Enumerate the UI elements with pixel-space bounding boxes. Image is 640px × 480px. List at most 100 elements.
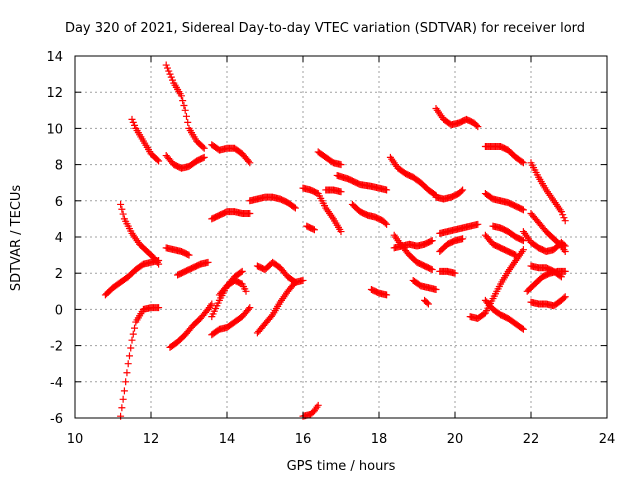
x-tick-label: 16 <box>295 432 312 447</box>
data-point <box>118 404 126 412</box>
data-point <box>511 250 519 258</box>
x-tick-label: 12 <box>143 432 160 447</box>
data-track <box>409 276 440 293</box>
data-point <box>199 154 207 162</box>
data-point <box>473 121 481 129</box>
data-point <box>267 312 275 320</box>
data-track <box>386 153 440 199</box>
data-track <box>333 171 391 194</box>
x-tick-label: 20 <box>447 432 464 447</box>
data-track <box>527 262 565 281</box>
y-tick-label: 12 <box>46 86 63 101</box>
data-track <box>527 293 569 310</box>
data-point <box>128 336 136 344</box>
data-point <box>561 293 569 301</box>
data-point <box>177 92 185 100</box>
data-point <box>124 360 132 368</box>
y-tick-label: 6 <box>55 195 63 210</box>
data-point <box>120 387 128 395</box>
data-point <box>519 246 527 254</box>
data-track <box>101 257 163 299</box>
data-track <box>481 231 520 259</box>
data-point <box>381 219 389 227</box>
data-point <box>519 206 527 214</box>
data-point <box>451 269 459 277</box>
data-point <box>153 156 161 164</box>
data-point <box>556 272 564 280</box>
data-point <box>428 266 436 274</box>
x-tick-label: 18 <box>371 432 388 447</box>
data-point <box>208 300 216 308</box>
data-point <box>125 352 133 360</box>
y-tick-label: 0 <box>55 303 63 318</box>
y-axis-label: SDTVAR / TECUs <box>9 185 24 292</box>
data-point <box>557 273 565 281</box>
data-point <box>180 101 188 109</box>
data-point <box>560 214 568 222</box>
data-point <box>184 250 192 258</box>
data-point <box>199 143 207 151</box>
x-tick-label: 10 <box>67 432 84 447</box>
data-point <box>179 97 187 105</box>
data-track <box>466 246 527 322</box>
data-point <box>561 217 569 225</box>
data-point <box>560 294 568 302</box>
data-point <box>424 300 432 308</box>
data-point <box>165 67 173 75</box>
data-point <box>459 235 467 243</box>
data-point <box>309 225 317 233</box>
data-point <box>299 276 307 284</box>
data-track <box>322 186 345 196</box>
data-track <box>436 220 482 237</box>
data-track <box>162 61 208 152</box>
data-track <box>208 141 254 167</box>
data-point <box>127 344 135 352</box>
data-point <box>427 265 435 273</box>
data-track <box>303 222 318 234</box>
data-track <box>432 186 467 203</box>
data-point <box>290 203 298 211</box>
data-point <box>337 228 345 236</box>
data-track <box>208 304 254 339</box>
x-tick-label: 24 <box>599 432 616 447</box>
data-point <box>519 237 527 245</box>
data-point <box>129 118 137 126</box>
data-point <box>383 220 391 228</box>
data-point <box>561 247 569 255</box>
data-track <box>432 104 482 131</box>
data-point <box>519 159 527 167</box>
data-point <box>155 260 163 268</box>
x-tick-label: 14 <box>219 432 236 447</box>
y-tick-label: 4 <box>55 231 63 246</box>
grid-lines <box>75 56 607 418</box>
data-point <box>128 115 136 123</box>
data-point <box>337 161 345 169</box>
data-track <box>253 258 299 286</box>
data-point <box>155 304 163 312</box>
y-tick-label: 10 <box>46 122 63 137</box>
data-track <box>117 304 163 420</box>
data-point <box>246 159 254 167</box>
data-point <box>131 324 139 332</box>
data-point <box>117 200 125 208</box>
data-point <box>459 186 467 194</box>
data-point <box>561 267 569 275</box>
data-point <box>119 210 127 218</box>
data-point <box>131 121 139 129</box>
data-point <box>129 330 137 338</box>
data-point <box>518 324 526 332</box>
data-point <box>242 287 250 295</box>
data-point <box>185 251 193 259</box>
data-point <box>518 158 526 166</box>
data-point <box>291 204 299 212</box>
data-point <box>245 305 253 313</box>
data-track <box>166 300 216 351</box>
data-point <box>169 76 177 84</box>
data-point <box>166 70 174 78</box>
data-point <box>204 258 212 266</box>
data-track <box>215 276 250 299</box>
data-point <box>310 226 318 234</box>
y-tick-label: 8 <box>55 159 63 174</box>
x-tick-label: 22 <box>523 432 540 447</box>
